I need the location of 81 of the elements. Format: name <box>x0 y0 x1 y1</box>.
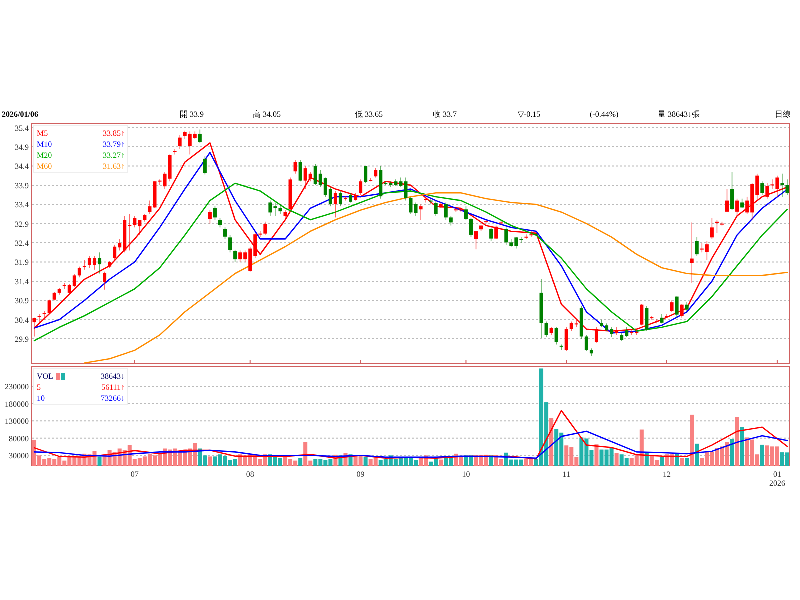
x-tick-label: 08 <box>246 470 254 479</box>
bar <box>208 456 212 466</box>
annotation: 73266↓ <box>101 394 125 403</box>
chart-title: 2026/01/06 <box>2 110 38 119</box>
bar <box>594 444 599 466</box>
text: 量 38643↓張 <box>658 110 700 119</box>
legend-label: VOL <box>37 372 54 381</box>
y-tick-label: 34.9 <box>15 143 29 152</box>
candlestick <box>655 318 659 324</box>
candlestick <box>424 196 428 204</box>
y-tick-label: 30.9 <box>15 296 29 306</box>
annotation: 56111↑ <box>102 383 125 392</box>
y-tick-label: 30.4 <box>15 316 29 325</box>
candlestick <box>560 344 564 351</box>
y-tick-label: 35.4 <box>15 124 29 133</box>
x-tick-label: 11 <box>562 470 570 479</box>
y-tick-label: 33.9 <box>15 181 29 190</box>
line-series <box>34 410 788 460</box>
bar <box>364 457 368 466</box>
candlestick <box>429 198 433 206</box>
x-tick-label: 12 <box>663 470 672 479</box>
y-tick-label: 80000 <box>9 434 29 444</box>
line-series <box>84 192 788 364</box>
candlestick <box>640 304 644 326</box>
text: 5 <box>37 383 41 392</box>
y-tick-label: 180000 <box>5 400 29 409</box>
bar <box>760 444 764 466</box>
bar <box>730 439 734 466</box>
text: M60 <box>37 162 52 171</box>
text: M10 <box>37 140 52 149</box>
bar <box>735 417 740 466</box>
x-tick-label: 09 <box>356 470 365 479</box>
bar <box>695 444 700 466</box>
x-tick-label: 01 2026 <box>769 470 786 488</box>
text: M5 <box>37 129 48 138</box>
x-tick-label: 07 <box>130 470 139 479</box>
bar <box>98 456 102 466</box>
y-tick-label: 30000 <box>9 452 29 461</box>
bar <box>675 454 680 466</box>
candlestick <box>48 299 52 314</box>
bar <box>660 457 664 466</box>
y-tick-label: 34.4 <box>15 162 29 172</box>
candlestick <box>364 166 368 184</box>
bar <box>690 414 694 466</box>
y-tick-label: 32.9 <box>15 220 29 229</box>
candlestick <box>530 231 534 238</box>
y-tick-label: 230000 <box>5 382 29 392</box>
text: (-0.44%) <box>590 110 619 119</box>
candlestick <box>665 314 669 318</box>
bar <box>298 458 303 466</box>
candlestick <box>173 148 177 156</box>
text: 日線 <box>775 110 791 119</box>
annotation: 33.27↑ <box>103 151 125 160</box>
y-tick-label: 32.4 <box>15 239 29 248</box>
text: 收 33.7 <box>433 110 457 119</box>
candlestick <box>42 310 46 320</box>
annotation: 38643↓ <box>101 372 125 381</box>
line-series <box>34 430 788 460</box>
bar <box>740 427 744 466</box>
bar <box>614 453 619 466</box>
candlestick <box>524 234 528 240</box>
annotation: 33.85↑ <box>103 129 125 138</box>
bar <box>685 458 690 466</box>
x-tick-label: 10 <box>462 470 470 479</box>
line-series <box>34 182 788 342</box>
bar <box>680 458 684 466</box>
annotation: 33.79↑ <box>103 140 125 149</box>
y-tick-label: 29.9 <box>15 335 29 344</box>
text: ▽-0.15 <box>518 110 541 119</box>
text: M20 <box>37 151 52 160</box>
y-tick-label: 130000 <box>5 417 29 426</box>
bar <box>439 460 444 466</box>
annotation: 31.63↑ <box>103 162 125 171</box>
text: 開 33.9 <box>180 110 204 119</box>
text: 高 34.05 <box>253 110 281 119</box>
text: 10 <box>37 394 45 403</box>
y-tick-label: 31.9 <box>15 258 29 268</box>
y-tick-label: 33.4 <box>15 200 29 210</box>
bar <box>550 418 554 466</box>
text: 低 33.65 <box>355 110 383 119</box>
y-tick-label: 31.4 <box>15 277 29 286</box>
